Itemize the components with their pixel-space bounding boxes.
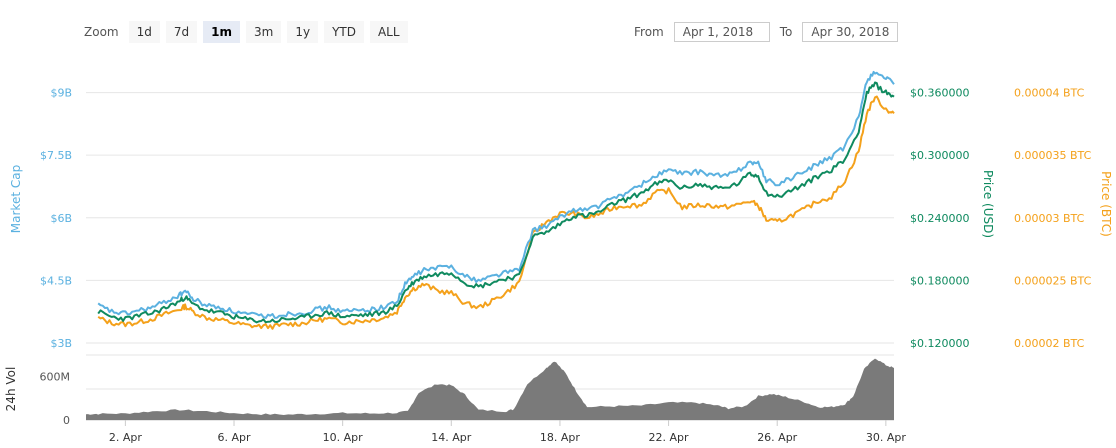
- volume-axis-title: 24h Vol: [4, 367, 18, 412]
- market-cap-tick-label: $9B: [50, 87, 72, 100]
- price-btc-tick-label: 0.000035 BTC: [1014, 149, 1092, 162]
- series-line-price-btc: [97, 95, 895, 330]
- price-btc-tick-label: 0.00002 BTC: [1014, 337, 1085, 350]
- series-line-market-cap: [97, 70, 895, 319]
- x-tick-label: 14. Apr: [431, 431, 471, 444]
- volume-area: [86, 358, 894, 420]
- price-usd-tick-label: $0.180000: [910, 274, 970, 287]
- zoom-3m-button[interactable]: 3m: [245, 21, 282, 43]
- zoom-label: Zoom: [84, 25, 119, 39]
- market-cap-tick-label: $4.5B: [40, 274, 72, 287]
- x-tick-label: 30. Apr: [866, 431, 906, 444]
- x-tick-label: 18. Apr: [540, 431, 580, 444]
- market-cap-tick-label: $7.5B: [40, 149, 72, 162]
- volume-tick-label: 0: [63, 414, 70, 427]
- x-tick-label: 10. Apr: [323, 431, 363, 444]
- from-date-input[interactable]: [673, 22, 770, 42]
- price-btc-tick-label: 0.00004 BTC: [1014, 87, 1085, 100]
- series-line-price-usd: [97, 81, 895, 324]
- volume-panel: [86, 358, 894, 420]
- zoom-7d-button[interactable]: 7d: [165, 21, 198, 43]
- price-btc-axis-title: Price (BTC): [1099, 171, 1113, 237]
- price-btc-tick-label: 0.000025 BTC: [1014, 274, 1092, 287]
- price-usd-axis-title: Price (USD): [981, 170, 995, 238]
- market-cap-tick-label: $6B: [50, 212, 72, 225]
- x-tick-label: 6. Apr: [218, 431, 251, 444]
- price-usd-tick-label: $0.120000: [910, 337, 970, 350]
- zoom-all-button[interactable]: ALL: [369, 21, 408, 43]
- zoom-ytd-button[interactable]: YTD: [324, 21, 364, 43]
- axis-ticks: $3B $4.5B $6B $7.5B $9B $0.120000 $0.180000 $0.…: [40, 87, 1092, 444]
- zoom-toolbar: Zoom 1d 7d 1m 3m 1y YTD ALL: [84, 21, 408, 43]
- date-range: From To: [634, 21, 908, 43]
- from-label: From: [634, 25, 664, 39]
- zoom-1m-button[interactable]: 1m: [203, 21, 240, 43]
- axis-titles: Market Cap 24h Vol Price (USD) Price (BTC): [4, 165, 1113, 412]
- series-lines: [97, 70, 895, 330]
- price-usd-tick-label: $0.300000: [910, 149, 970, 162]
- x-tick-label: 26. Apr: [757, 431, 797, 444]
- grid-lines: [86, 92, 894, 421]
- market-cap-tick-label: $3B: [50, 337, 72, 350]
- x-tick-label: 22. Apr: [649, 431, 689, 444]
- zoom-1y-button[interactable]: 1y: [287, 21, 319, 43]
- market-cap-axis-title: Market Cap: [9, 165, 23, 233]
- x-tick-label: 2. Apr: [109, 431, 142, 444]
- volume-tick-label: 600M: [40, 371, 71, 384]
- price-usd-tick-label: $0.240000: [910, 212, 970, 225]
- to-date-input[interactable]: [802, 22, 899, 42]
- to-label: To: [779, 25, 793, 39]
- zoom-1d-button[interactable]: 1d: [128, 21, 160, 43]
- price-btc-tick-label: 0.00003 BTC: [1014, 212, 1085, 225]
- price-usd-tick-label: $0.360000: [910, 87, 970, 100]
